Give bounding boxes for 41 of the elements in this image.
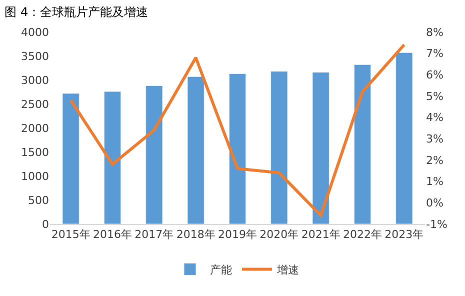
y-tick-label: 0: [42, 218, 49, 231]
bar: [146, 86, 163, 224]
x-tick-label: 2023年: [384, 228, 424, 242]
y-tick-label: 4000: [21, 26, 49, 39]
bar: [312, 72, 330, 224]
bar: [354, 64, 372, 224]
bar: [62, 93, 80, 224]
x-tick-label: 2019年: [218, 228, 257, 242]
x-tick-label: 2015年: [51, 228, 90, 242]
bar: [270, 71, 288, 224]
bar: [228, 74, 246, 224]
y-tick-label: 500: [28, 194, 49, 207]
x-tick-label: 2018年: [176, 228, 216, 242]
y2-tick-label: 4%: [426, 111, 444, 124]
y2-tick-label: 8%: [426, 26, 444, 39]
x-tick-label: 2022年: [343, 228, 382, 242]
y-tick-label: 2000: [21, 122, 49, 135]
y2-tick-label: 7%: [426, 47, 444, 60]
y2-tick-label: 2%: [426, 154, 444, 167]
y2-tick-label: 3%: [426, 132, 444, 146]
line-series: [69, 43, 406, 217]
y-tick-label: 3500: [21, 50, 49, 63]
x-tick-label: 2017年: [134, 228, 174, 242]
y2-tick-label: 1%: [426, 175, 444, 188]
y2-tick-label: 5%: [426, 90, 444, 103]
y-tick-label: 1500: [21, 146, 49, 159]
x-tick-label: 2016年: [93, 228, 132, 242]
y2-tick-label: 6%: [426, 68, 444, 82]
bar: [396, 52, 413, 224]
legend-label: 增速: [276, 264, 299, 277]
chart-title: 图 4：全球瓶片产能及增速: [4, 4, 148, 19]
x-tick-label: 2020年: [260, 228, 299, 242]
y-tick-label: 2500: [21, 98, 49, 111]
y2-tick-label: -1%: [426, 218, 448, 231]
legend-label: 产能: [210, 264, 232, 277]
bar: [187, 76, 204, 224]
y2-tick-label: 0%: [426, 196, 444, 210]
x-tick-label: 2021年: [301, 228, 340, 242]
bar: [104, 91, 122, 224]
y-tick-label: 1000: [21, 170, 49, 183]
y-tick-label: 3000: [21, 74, 49, 87]
